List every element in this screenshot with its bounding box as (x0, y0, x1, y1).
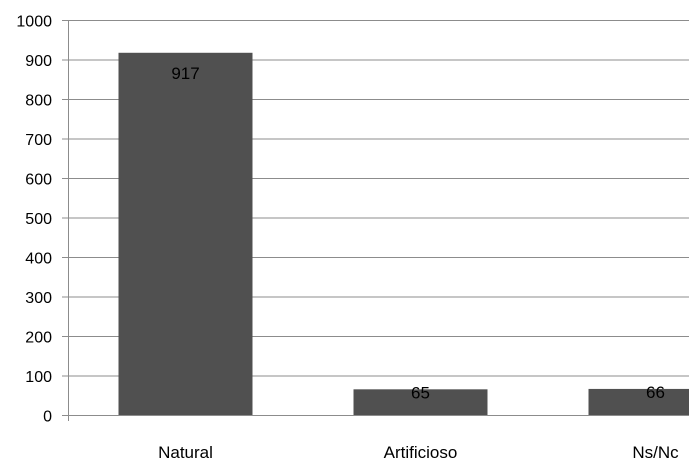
y-tick-label: 0 (43, 409, 52, 426)
bar-ns-nc (588, 388, 689, 415)
y-tick-label: 400 (25, 251, 52, 268)
axes (62, 20, 689, 421)
y-tick-label: 500 (25, 211, 52, 228)
y-tick-label: 600 (25, 172, 52, 189)
bars (118, 52, 689, 415)
data-label: 66 (646, 383, 665, 402)
y-tick-label: 300 (25, 290, 52, 307)
x-category-label: Ns/Nc (632, 443, 679, 460)
x-category-label: Artificioso (384, 443, 458, 460)
y-tick-labels: 0 100 200 300 400 500 600 700 800 900 1000 (16, 14, 52, 426)
x-tick-labels: Natural Artificioso Ns/Nc (158, 443, 679, 460)
y-tick-label: 900 (25, 53, 52, 70)
data-label: 65 (411, 383, 430, 402)
y-tick-label: 100 (25, 369, 52, 386)
y-tick-label: 800 (25, 93, 52, 110)
data-label: 917 (171, 64, 199, 83)
y-tick-label: 200 (25, 330, 52, 347)
bar-artificioso (353, 389, 488, 415)
bar-natural (118, 52, 253, 415)
x-category-label: Natural (158, 443, 213, 460)
y-tick-label: 700 (25, 132, 52, 149)
data-labels: 917 65 66 (171, 64, 665, 403)
y-tick-label: 1000 (16, 14, 52, 31)
